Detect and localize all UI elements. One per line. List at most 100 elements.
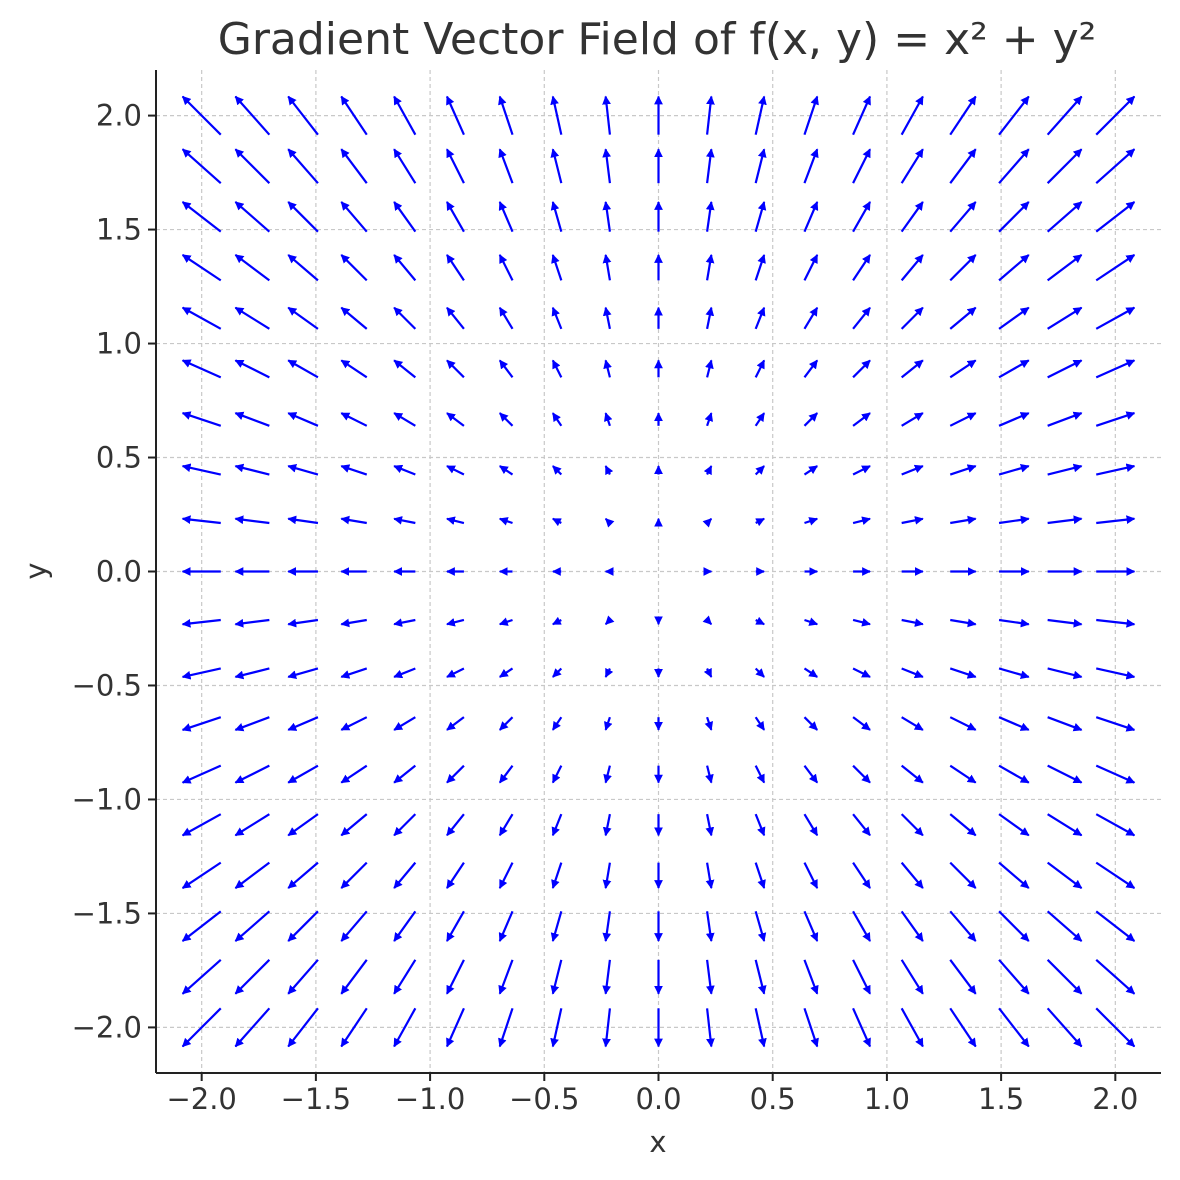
gradient-arrow [950,618,977,628]
gradient-arrow [1047,306,1083,330]
gradient-arrow [287,618,319,628]
gradient-arrow [1095,95,1136,136]
gradient-arrow [234,254,271,282]
gradient-arrow [1046,959,1083,995]
gradient-arrow [900,910,924,942]
gradient-arrow [1095,910,1136,942]
gradient-arrow [234,667,270,680]
gradient-arrow [803,667,818,678]
gradient-arrow [949,667,977,679]
gradient-arrow [287,959,319,995]
gradient-arrow [446,716,465,731]
gradient-arrow [998,861,1030,889]
gradient-arrow [181,667,222,680]
gradient-arrow [602,1008,612,1048]
gradient-arrow [901,412,924,427]
gradient-arrow [287,359,319,379]
gradient-arrow [1095,253,1136,282]
gradient-arrow [602,959,612,995]
vector-arrows [181,95,1136,1048]
gradient-arrow [446,862,465,889]
gradient-arrow [602,911,612,942]
gradient-arrow [499,716,514,731]
gradient-arrow [340,764,368,784]
gradient-arrow [998,813,1030,837]
gradient-arrow [702,615,713,626]
gradient-arrow [803,959,819,995]
gradient-arrow [1046,910,1083,942]
y-tick-label: 1.5 [96,213,142,247]
gradient-arrow [393,716,416,731]
gradient-arrow [234,618,270,628]
gradient-arrow [803,359,819,378]
gradient-arrow [998,910,1030,942]
gradient-arrow [498,1007,514,1048]
gradient-arrow [949,201,977,233]
gradient-arrow [393,306,417,330]
gradient-arrow [900,764,924,784]
gradient-arrow [1047,359,1083,379]
gradient-arrow [498,813,514,837]
gradient-arrow [393,910,417,942]
gradient-arrow [998,201,1030,233]
gradient-arrow [287,667,319,680]
gradient-arrow [852,412,871,427]
gradient-arrow [1095,201,1136,233]
gradient-arrow [1046,1007,1083,1048]
gradient-arrow [603,765,612,784]
gradient-arrow [340,306,368,330]
gradient-arrow [550,95,563,135]
gradient-arrow [998,618,1030,628]
gradient-arrow [234,813,270,837]
gradient-arrow [340,959,368,995]
y-ticks: −2.0 −1.5 −1.0 −0.5 0.0 0.5 1.0 1.5 2.0 [72,99,156,1044]
gradient-arrow [705,254,715,281]
gradient-arrow [340,910,368,942]
y-tick-label: −1.0 [72,782,142,816]
gradient-arrow [499,465,514,476]
gradient-arrow [949,861,977,889]
gradient-arrow [498,201,514,233]
gradient-arrow [998,254,1030,282]
gradient-arrow [234,959,271,995]
gradient-arrow [702,517,713,528]
gradient-arrow [998,95,1030,136]
gradient-arrow [446,359,465,379]
gradient-arrow [1047,463,1083,476]
gradient-arrow [755,616,765,626]
gradient-arrow [602,148,612,184]
gradient-arrow [949,1007,977,1048]
gradient-arrow [602,813,612,837]
y-axis-label: y [19,562,53,579]
gradient-arrow [852,254,871,281]
gradient-arrow [181,148,222,184]
gradient-arrow [1047,764,1083,784]
gradient-arrow [704,412,714,427]
gradient-arrow [340,716,368,731]
gradient-arrow [754,862,766,889]
x-tick-label: −1.5 [281,1082,351,1116]
gradient-arrow [998,1007,1030,1048]
gradient-arrow [803,306,819,330]
gradient-arrow [901,716,924,731]
gradient-arrow [998,463,1030,476]
gradient-arrow [1095,359,1136,379]
gradient-arrow [393,813,417,837]
gradient-arrow [754,254,766,281]
gradient-arrow [803,813,819,837]
gradient-arrow [498,359,514,378]
gradient-arrow [1095,148,1136,184]
gradient-arrow [900,359,924,379]
gradient-arrow [552,465,563,476]
gradient-arrow [754,765,766,784]
gradient-arrow [949,306,977,330]
gradient-arrow [900,1007,924,1048]
gradient-arrow [498,910,514,942]
gradient-arrow [551,412,563,427]
gradient-arrow [1046,861,1083,889]
gradient-arrow [852,716,871,731]
gradient-arrow [803,910,819,942]
gradient-arrow [181,813,222,837]
gradient-arrow [900,254,924,282]
gradient-arrow [181,716,222,732]
